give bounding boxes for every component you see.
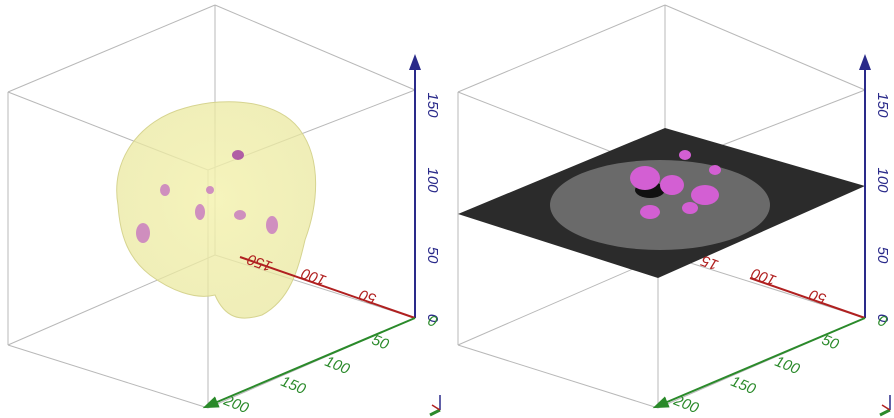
icon-x (432, 405, 440, 410)
y-tick-label: 150 (728, 373, 758, 398)
x-tick-label: 100 (299, 264, 329, 289)
y-tick-label: 200 (220, 392, 251, 418)
z-tick-label: 50 (874, 247, 891, 264)
y-tick-label: 100 (322, 353, 352, 378)
z-tick-label: 100 (424, 167, 441, 193)
x-tick-label: 100 (749, 264, 779, 289)
z-tick-label: 50 (424, 247, 441, 264)
y-axis (210, 318, 415, 405)
box-edge (458, 5, 665, 92)
slice-tissue (550, 160, 770, 250)
orientation-icon (880, 395, 890, 415)
y-tick-label: 50 (369, 332, 391, 354)
y-axis (660, 318, 865, 405)
icon-x (882, 405, 890, 410)
box-edge (665, 5, 865, 90)
box-edge (8, 345, 208, 408)
z-tick-label: 150 (874, 92, 891, 118)
y-tick-label: 200 (670, 392, 701, 418)
figure: 05010015050100150050100150200 0501001505… (0, 0, 894, 418)
z-tick-label: 100 (874, 167, 891, 193)
orientation-icon (430, 395, 440, 415)
icon-y (430, 410, 440, 415)
z-tick-label: 150 (424, 92, 441, 118)
box-edge (215, 5, 415, 90)
box-edge (458, 345, 658, 408)
brain-surface (117, 102, 316, 318)
icon-y (880, 410, 890, 415)
y-tick-label: 100 (772, 353, 802, 378)
box-edge (8, 5, 215, 92)
y-tick-label: 50 (819, 332, 841, 354)
y-tick-label: 150 (278, 373, 308, 398)
